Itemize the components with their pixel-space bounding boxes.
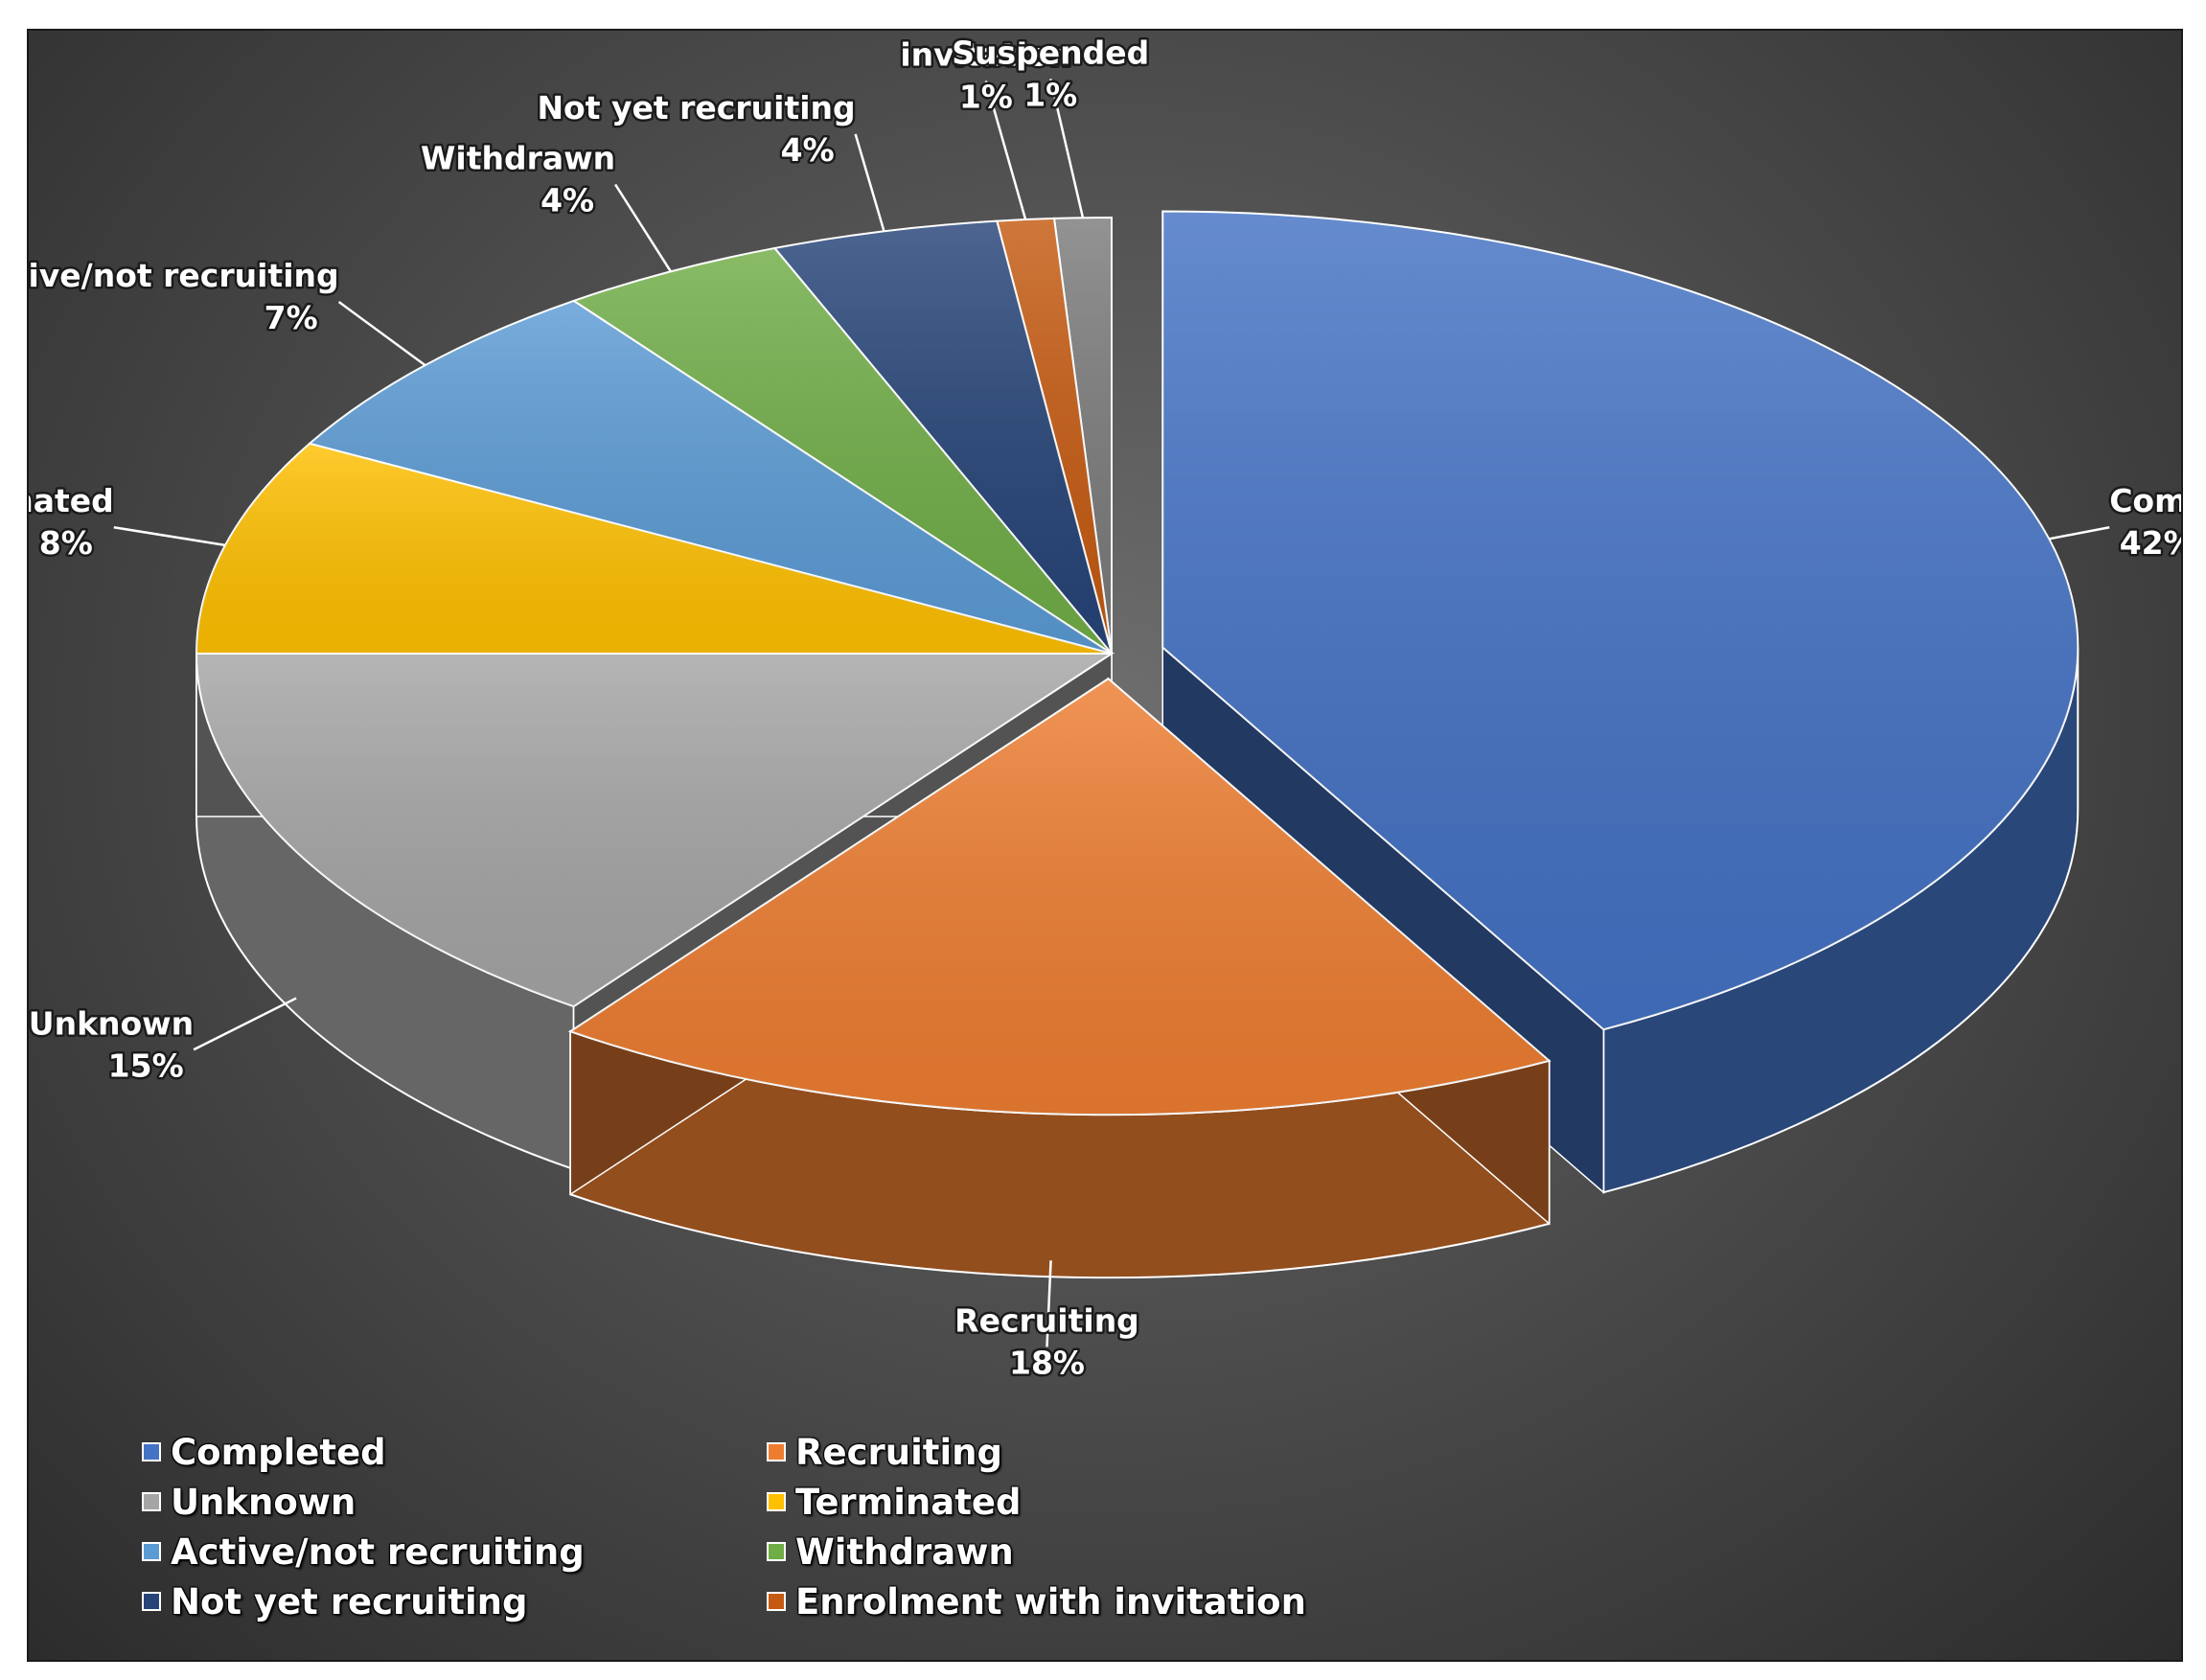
leader-line-recruiting [1046, 1260, 1052, 1347]
legend-swatch [767, 1542, 786, 1561]
slice-value-not-yet-recruiting: 4% [781, 131, 835, 169]
slice-value-enrolment-with-invitation: 1% [959, 79, 1013, 116]
leader-line-enrolment-with-invitation [984, 81, 1027, 220]
slice-label-withdrawn: Withdrawn [421, 140, 615, 177]
legend-item-recruiting: Recruiting [767, 1430, 1391, 1474]
legend-item-active-not-recruiting: Active/not recruiting [142, 1530, 767, 1574]
slice-label-terminated: Terminated [29, 482, 114, 519]
legend-swatch [767, 1492, 786, 1511]
legend-item-withdrawn: Withdrawn [767, 1530, 1391, 1574]
slice-value-unknown: 15% [108, 1047, 184, 1084]
legend-swatch [142, 1492, 161, 1511]
legend-label: Completed [171, 1431, 386, 1473]
slice-value-terminated: 8% [39, 524, 93, 562]
legend-label: Unknown [171, 1481, 356, 1523]
legend-item-unknown: Unknown [142, 1480, 767, 1524]
legend: Completed Recruiting Unknown Terminated Acti… [142, 1430, 1388, 1623]
pie-slice-recruiting [567, 677, 1551, 1279]
legend-label: Terminated [795, 1481, 1022, 1523]
slice-value-recruiting: 18% [1009, 1344, 1085, 1381]
pie-slice-active-not-recruiting [308, 299, 1113, 655]
slice-label-enrolment-with-invitation: invitation [900, 36, 1071, 74]
legend-swatch [142, 1592, 161, 1611]
leader-line-withdrawn [614, 183, 672, 272]
slice-label-enrolment-with-invitation: Enrolment with [849, 31, 1122, 32]
pie-slice-not-yet-recruiting [772, 219, 1113, 655]
leader-line-not-yet-recruiting [854, 133, 885, 232]
legend-item-enrolment-with-invitation: Enrolment with invitation [767, 1579, 1391, 1623]
leader-line-terminated [113, 526, 226, 547]
slice-label-suspended: Suspended [952, 34, 1149, 71]
leader-line-completed [2049, 526, 2110, 541]
slice-label-unknown: Unknown [29, 1004, 194, 1042]
pie-chart: Completed 42% Recruiting 18% Unknown 15% Termi… [29, 31, 2181, 1384]
slice-value-active-not-recruiting: 7% [264, 299, 318, 336]
legend-swatch [142, 1442, 161, 1461]
legend-label: Active/not recruiting [171, 1530, 585, 1573]
legend-item-completed: Completed [142, 1430, 767, 1474]
slice-label-recruiting: Recruiting [954, 1301, 1139, 1339]
leader-line-active-not-recruiting [337, 301, 426, 367]
legend-swatch [767, 1442, 786, 1461]
chart-frame: Completed 42% Recruiting 18% Unknown 15% Termi… [27, 29, 2183, 1662]
leader-line-suspended [1049, 78, 1085, 219]
legend-label: Enrolment with invitation [795, 1580, 1306, 1622]
slice-label-not-yet-recruiting: Not yet recruiting [537, 89, 855, 127]
legend-swatch [142, 1542, 161, 1561]
leader-line-unknown [193, 997, 297, 1051]
slice-value-withdrawn: 4% [540, 182, 594, 219]
slice-value-completed: 42% [2120, 524, 2181, 562]
slice-label-active-not-recruiting: Active/not recruiting [29, 257, 339, 294]
pie-slice-withdrawn [571, 246, 1113, 655]
legend-item-not-yet-recruiting: Not yet recruiting [142, 1579, 767, 1623]
legend-item-terminated: Terminated [767, 1480, 1391, 1524]
slice-value-suspended: 1% [1023, 76, 1077, 113]
legend-label: Withdrawn [795, 1530, 1014, 1573]
legend-swatch [767, 1592, 786, 1611]
slice-label-completed: Completed [2109, 482, 2181, 519]
legend-label: Not yet recruiting [171, 1580, 528, 1622]
legend-label: Recruiting [795, 1431, 1002, 1473]
